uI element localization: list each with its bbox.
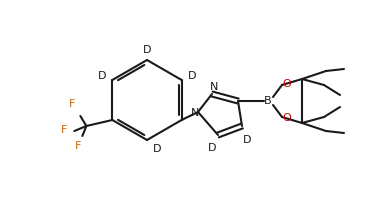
Text: F: F [75, 141, 81, 151]
Text: F: F [61, 125, 68, 135]
Text: D: D [98, 71, 107, 81]
Text: D: D [187, 71, 196, 81]
Text: O: O [282, 113, 291, 123]
Text: N: N [191, 108, 199, 118]
Text: O: O [282, 79, 291, 89]
Text: F: F [69, 99, 76, 109]
Text: D: D [153, 144, 161, 154]
Text: B: B [264, 96, 272, 106]
Text: D: D [208, 143, 216, 153]
Text: D: D [243, 135, 251, 145]
Text: N: N [210, 82, 218, 92]
Text: D: D [143, 45, 151, 55]
